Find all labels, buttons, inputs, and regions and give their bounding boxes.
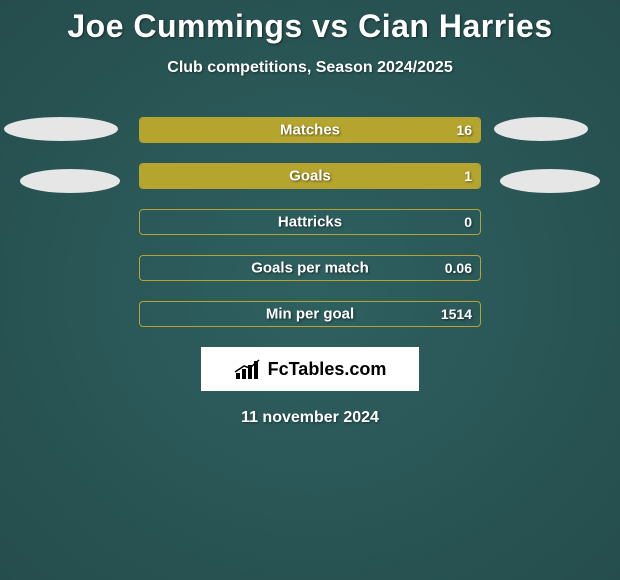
stat-bars: Matches 16 Goals 1 Hattricks 0 Goals per… bbox=[139, 117, 481, 327]
stat-bar: Hattricks 0 bbox=[139, 209, 481, 235]
logo-text: FcTables.com bbox=[268, 359, 387, 380]
stat-bar-value: 0.06 bbox=[445, 260, 472, 276]
chart-date: 11 november 2024 bbox=[0, 409, 620, 427]
stat-bar-label: Goals bbox=[289, 168, 331, 185]
player-left-ellipse-1 bbox=[4, 117, 118, 141]
logo[interactable]: FcTables.com bbox=[201, 347, 419, 391]
stat-bar-label: Matches bbox=[280, 122, 340, 139]
player-left-ellipse-2 bbox=[20, 169, 120, 193]
player-right-ellipse-2 bbox=[500, 169, 600, 193]
comparison-chart: Joe Cummings vs Cian Harries Club compet… bbox=[0, 0, 620, 427]
stat-bar-value: 1 bbox=[464, 168, 472, 184]
stat-bar-label: Hattricks bbox=[278, 214, 342, 231]
chart-title: Joe Cummings vs Cian Harries bbox=[0, 8, 620, 45]
stat-bar-value: 16 bbox=[456, 122, 472, 138]
stat-bar: Goals 1 bbox=[139, 163, 481, 189]
chart-subtitle: Club competitions, Season 2024/2025 bbox=[0, 59, 620, 77]
stat-bar-label: Goals per match bbox=[251, 260, 369, 277]
stat-bar: Min per goal 1514 bbox=[139, 301, 481, 327]
player-right-ellipse-1 bbox=[494, 117, 588, 141]
bar-chart-icon bbox=[234, 359, 262, 379]
stat-bar: Goals per match 0.06 bbox=[139, 255, 481, 281]
stat-bar-value: 0 bbox=[464, 214, 472, 230]
stat-bar-label: Min per goal bbox=[266, 306, 354, 323]
stat-bar: Matches 16 bbox=[139, 117, 481, 143]
chart-body: Matches 16 Goals 1 Hattricks 0 Goals per… bbox=[0, 117, 620, 427]
stat-bar-value: 1514 bbox=[441, 306, 472, 322]
